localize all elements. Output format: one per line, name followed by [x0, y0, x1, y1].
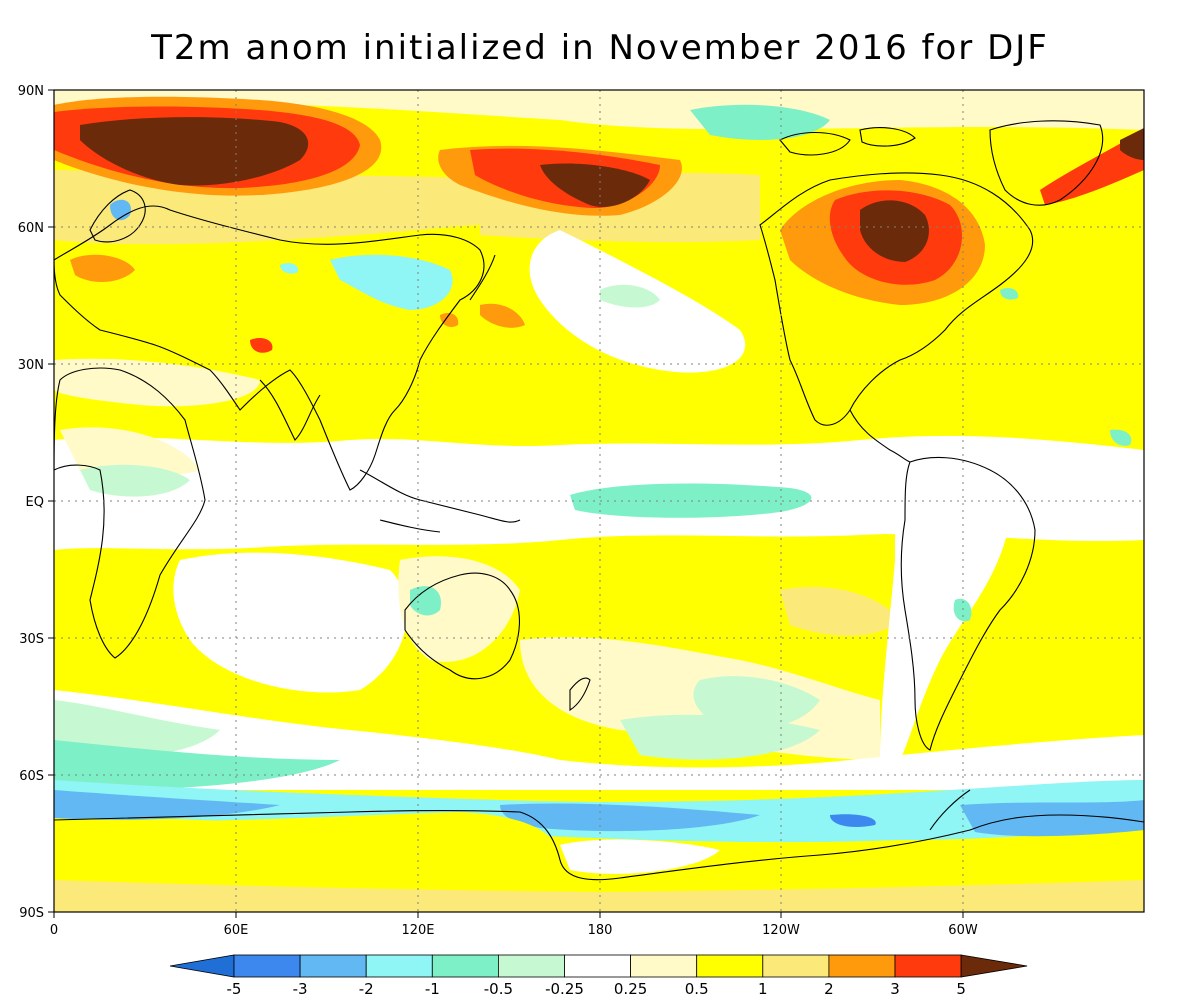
lat-label-90n: 90N [18, 84, 44, 99]
colorbar-label: -5 [227, 980, 242, 998]
colorbar-arrow-high [960, 954, 1028, 978]
colorbar-swatch [299, 954, 367, 978]
map-field [54, 90, 1144, 912]
lon-label-0: 0 [50, 923, 58, 938]
colorbar-label: 0.5 [685, 980, 709, 998]
lon-label-60e: 60E [224, 923, 249, 938]
colorbar-arrow-low [169, 954, 235, 978]
colorbar-swatch [233, 954, 301, 978]
colorbar-label: -0.5 [484, 980, 513, 998]
colorbar-label: -2 [359, 980, 374, 998]
lon-label-60w: 60W [948, 923, 978, 938]
lat-label-90s: 90S [19, 906, 44, 921]
colorbar-swatch [431, 954, 499, 978]
coastlines [54, 120, 1144, 881]
ticks [48, 89, 964, 918]
colorbar-label: -1 [425, 980, 440, 998]
lon-label-120e: 120E [401, 923, 434, 938]
lat-label-60n: 60N [18, 221, 44, 236]
colorbar-swatch [828, 954, 896, 978]
colorbar-swatch [762, 954, 830, 978]
lon-label-180: 180 [588, 923, 613, 938]
colorbar-swatch [564, 954, 631, 978]
colorbar: -5 -3 -2 -1 -0.5 -0.25 0.25 0.5 1 2 3 5 [169, 954, 1028, 998]
colorbar-label: 0.25 [614, 980, 647, 998]
colorbar-swatch [497, 954, 565, 978]
colorbar-label: -3 [293, 980, 308, 998]
colorbar-swatch [630, 954, 698, 978]
lat-label-30s: 30S [19, 632, 44, 647]
colorbar-label: 5 [956, 980, 966, 998]
map-title: T2m anom initialized in November 2016 fo… [151, 28, 1049, 68]
lat-label-eq: EQ [26, 495, 44, 510]
colorbar-swatch [894, 954, 962, 978]
colorbar-label: -0.25 [545, 980, 584, 998]
colorbar-swatch [696, 954, 764, 978]
colorbar-swatch [365, 954, 433, 978]
lat-label-60s: 60S [19, 769, 44, 784]
lon-label-120w: 120W [762, 923, 800, 938]
colorbar-label: 3 [890, 980, 900, 998]
lat-label-30n: 30N [18, 358, 44, 373]
colorbar-label: 1 [758, 980, 768, 998]
colorbar-label: 2 [824, 980, 834, 998]
